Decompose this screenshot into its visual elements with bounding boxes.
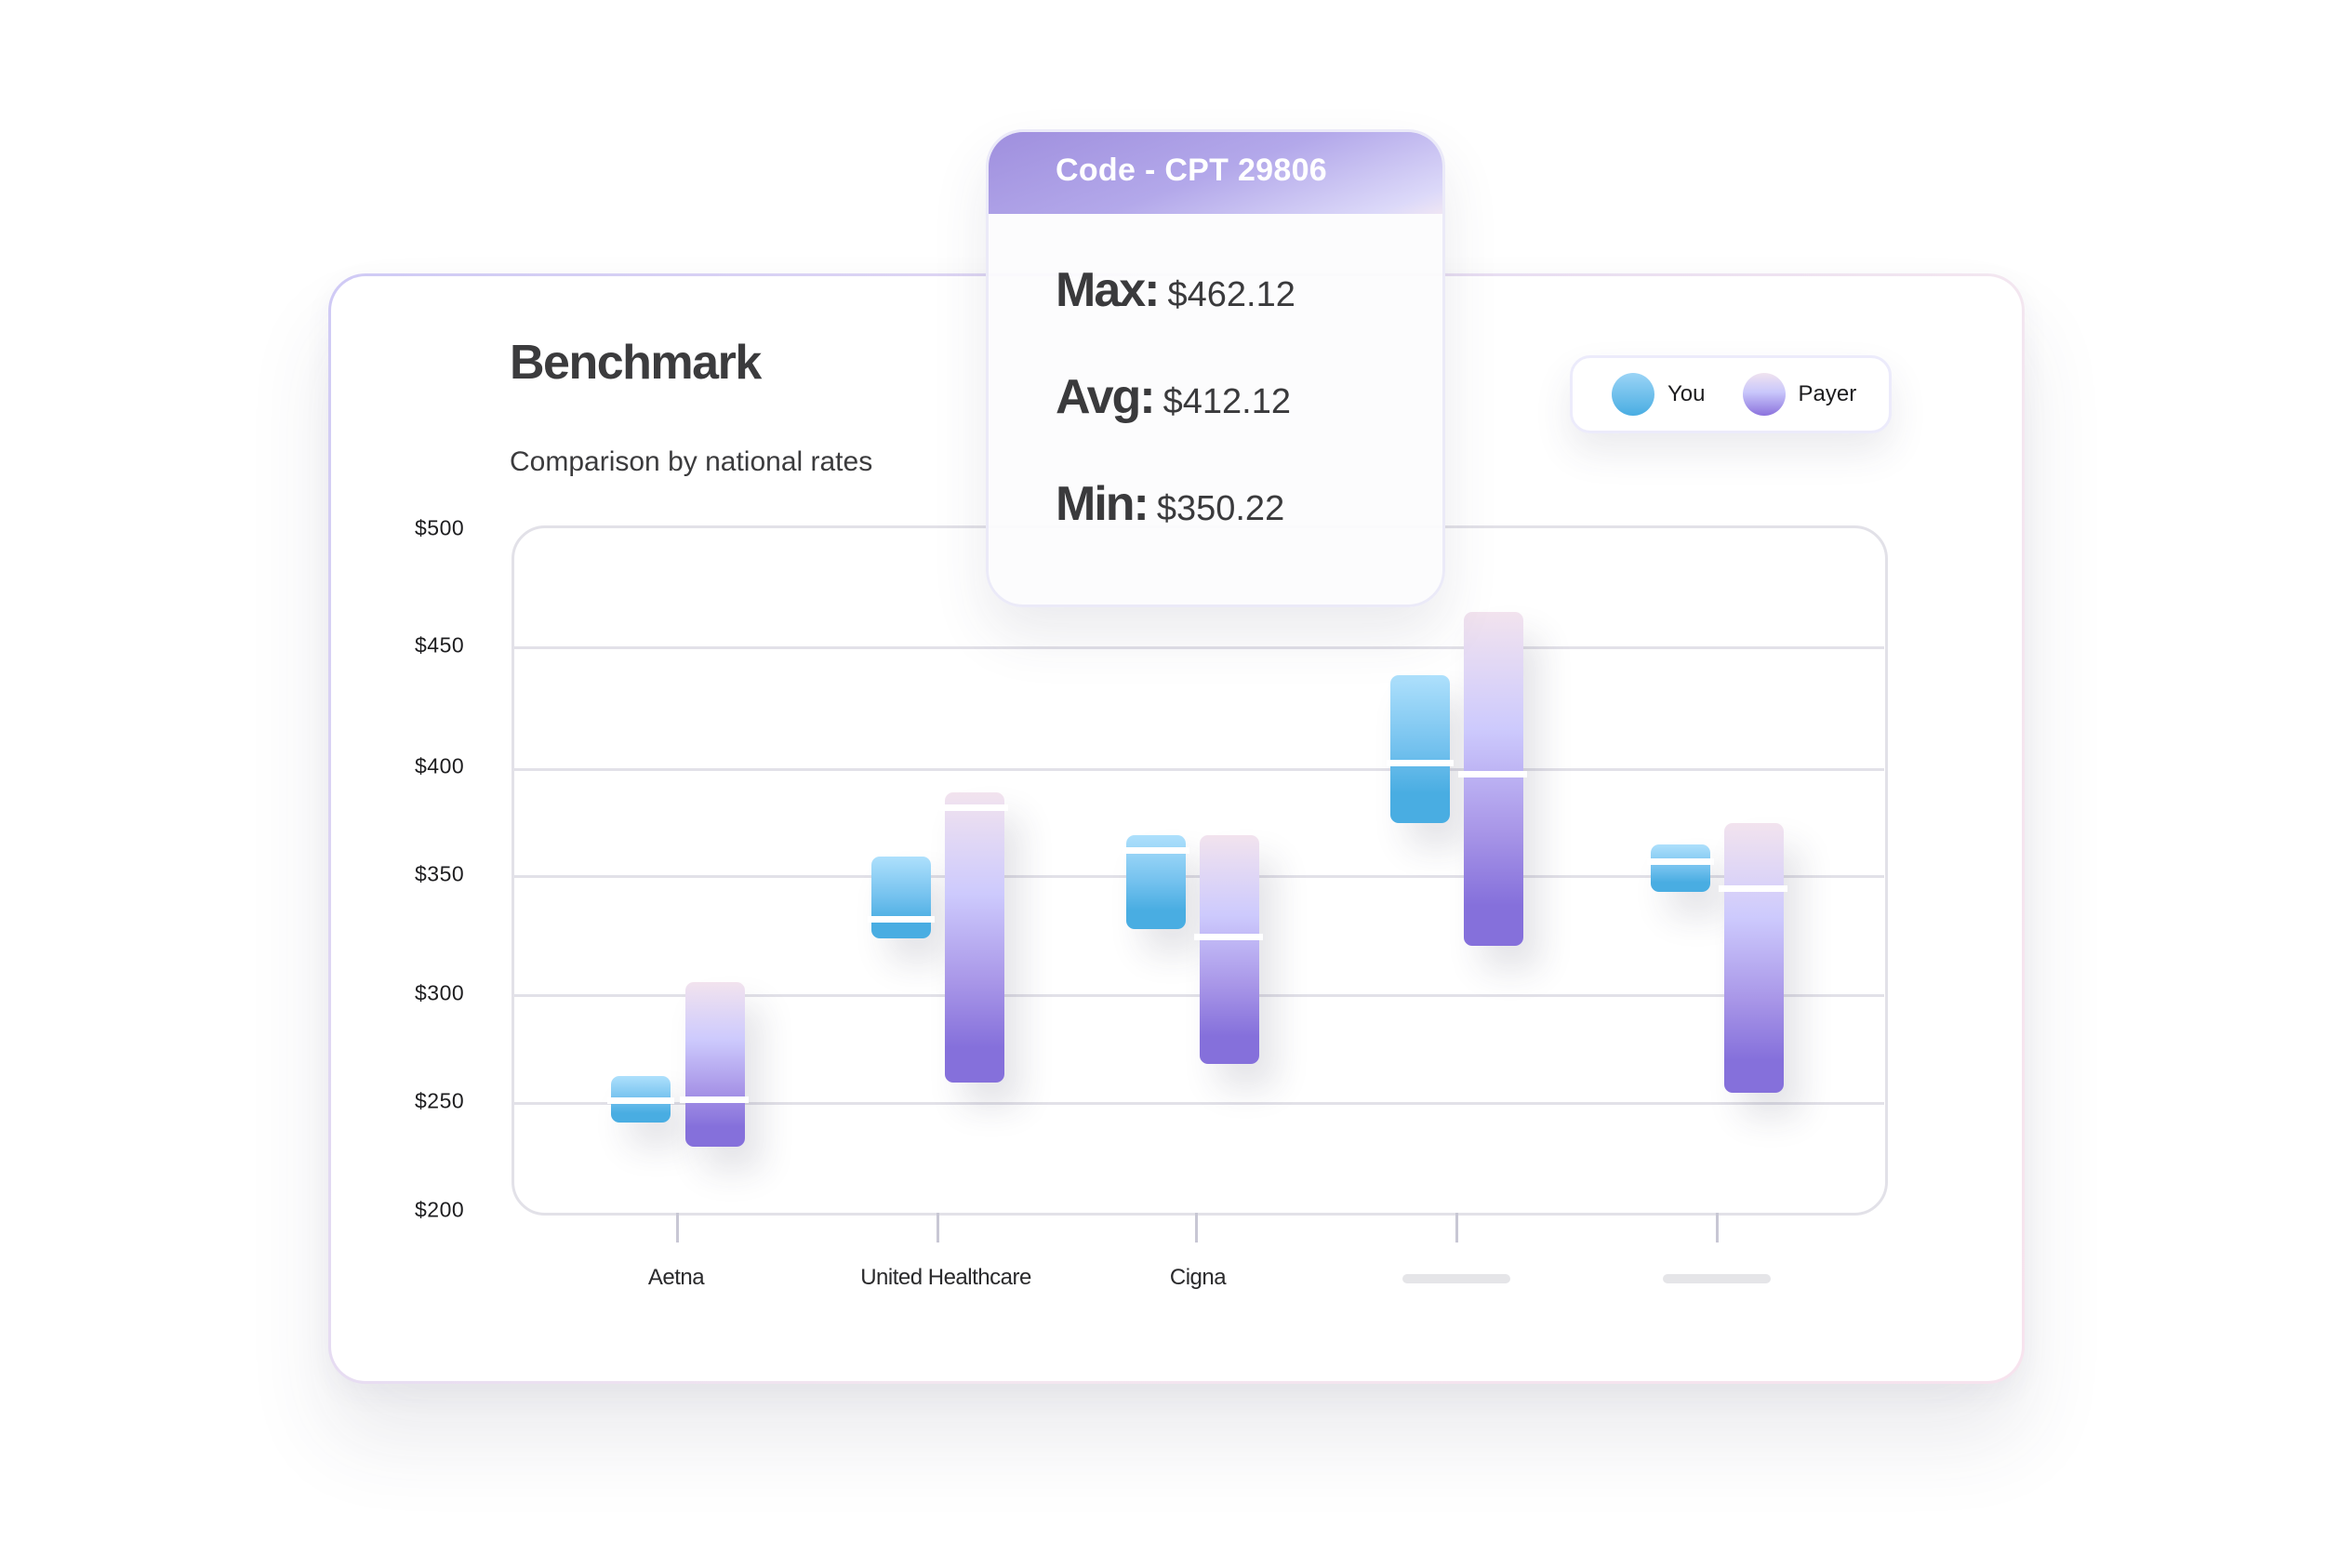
payer-swatch-icon: [1742, 373, 1786, 416]
x-label-united-healthcare: United Healthcare: [860, 1265, 1031, 1290]
x-tick: [1195, 1213, 1198, 1242]
max-value: $462.12: [1167, 275, 1295, 314]
gridline-450: [513, 646, 1884, 649]
avg-value: $412.12: [1162, 382, 1291, 421]
bar-you-group-5[interactable]: [1651, 844, 1710, 892]
y-tick-label: $400: [415, 753, 465, 778]
gridline-300: [513, 994, 1884, 997]
y-tick-label: $500: [415, 515, 465, 540]
x-label-cigna: Cigna: [1169, 1265, 1227, 1290]
tooltip-min: Min: $350.22: [1056, 476, 1284, 532]
avg-marker: [1719, 885, 1787, 892]
bar-payer-united-healthcare[interactable]: [945, 792, 1004, 1083]
y-tick-label: $350: [415, 861, 465, 886]
avg-marker: [1458, 771, 1527, 777]
legend-label-payer[interactable]: Payer: [1798, 381, 1857, 406]
avg-marker: [1647, 858, 1714, 865]
bar-payer-cigna[interactable]: [1200, 835, 1259, 1064]
avg-marker: [607, 1097, 674, 1104]
avg-marker: [680, 1096, 749, 1103]
x-tick: [676, 1213, 679, 1242]
tooltip-header: Code - CPT 29806: [989, 132, 1442, 214]
you-swatch-icon: [1612, 373, 1654, 416]
legend-label-you[interactable]: You: [1667, 381, 1706, 406]
tooltip-max: Max: $462.12: [1056, 262, 1295, 318]
x-label-placeholder: [1663, 1274, 1771, 1283]
tooltip-avg: Avg: $412.12: [1056, 369, 1291, 425]
min-label: Min:: [1056, 477, 1149, 531]
avg-marker: [939, 804, 1008, 811]
avg-marker: [1123, 847, 1189, 854]
x-label-aetna: Aetna: [647, 1265, 705, 1290]
avg-marker: [868, 916, 935, 923]
gridline-350: [513, 875, 1884, 878]
avg-marker: [1387, 760, 1454, 766]
max-label: Max:: [1056, 263, 1160, 317]
card-title: Benchmark: [510, 336, 762, 390]
y-tick-label: $450: [415, 632, 465, 658]
bar-payer-group-4[interactable]: [1464, 612, 1523, 946]
gridline-400: [513, 768, 1884, 771]
y-tick-label: $250: [415, 1088, 465, 1113]
avg-marker: [1194, 934, 1263, 940]
x-tick: [1455, 1213, 1458, 1242]
tooltip-card: Code - CPT 29806 Max: $462.12 Avg: $412.12…: [986, 129, 1445, 607]
x-tick: [1716, 1213, 1719, 1242]
bar-you-united-healthcare[interactable]: [871, 857, 931, 938]
min-value: $350.22: [1156, 489, 1285, 528]
x-tick: [937, 1213, 939, 1242]
y-tick-label: $200: [415, 1197, 465, 1222]
avg-label: Avg:: [1056, 370, 1156, 424]
gridline-250: [513, 1102, 1884, 1105]
bar-payer-group-5[interactable]: [1724, 823, 1784, 1093]
x-label-placeholder: [1402, 1274, 1510, 1283]
card-subtitle: Comparison by national rates: [510, 446, 873, 477]
bar-payer-aetna[interactable]: [685, 982, 745, 1147]
chart-legend: You Payer: [1570, 355, 1892, 433]
tooltip-code: Code - CPT 29806: [1056, 153, 1328, 188]
bar-you-group-4[interactable]: [1390, 675, 1450, 823]
y-tick-label: $300: [415, 980, 465, 1005]
